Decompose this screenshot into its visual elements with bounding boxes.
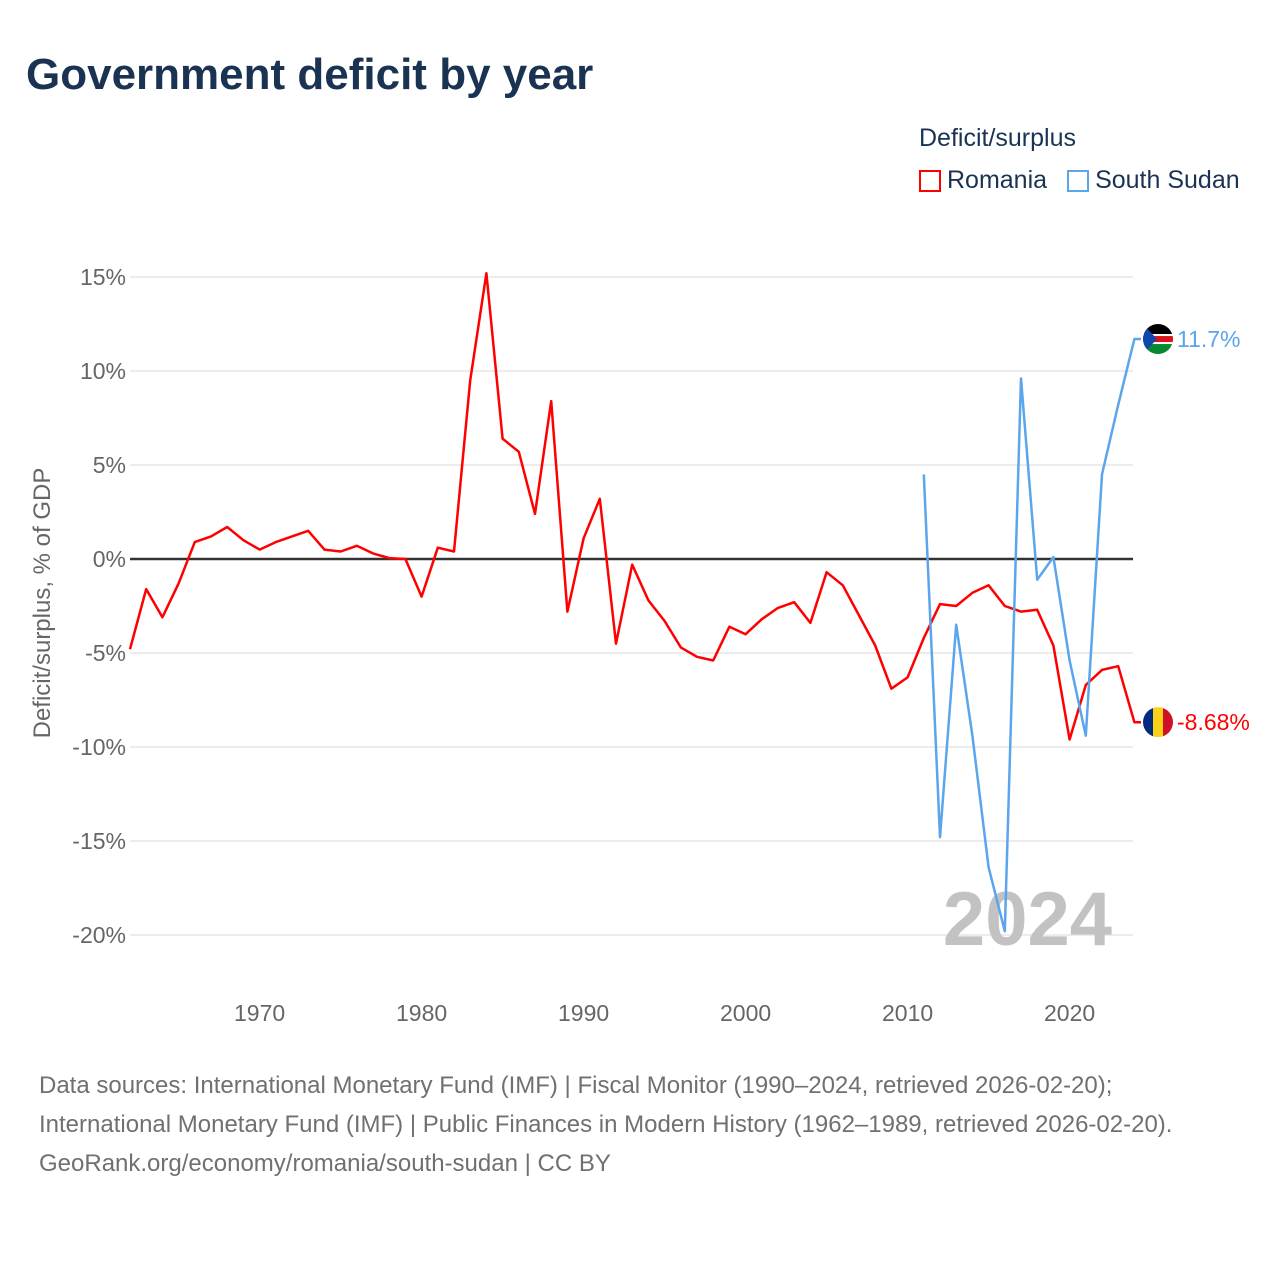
y-tick-label: 0% — [93, 546, 126, 572]
romania-flag-icon — [1143, 707, 1173, 738]
year-watermark: 2024 — [943, 877, 1112, 962]
series-line-romania — [128, 271, 1141, 741]
legend-item-romania[interactable]: Romania — [919, 166, 1047, 195]
y-tick-label: 10% — [80, 358, 126, 384]
credit-link[interactable]: GeoRank.org/economy/romania/south-sudan … — [39, 1150, 611, 1177]
x-tick-label: 2020 — [1044, 1000, 1095, 1026]
chart-title: Government deficit by year — [26, 50, 594, 99]
legend-item-south-sudan[interactable]: South Sudan — [1067, 166, 1240, 195]
y-tick-label: 5% — [93, 452, 126, 478]
legend-label: South Sudan — [1095, 166, 1240, 194]
y-tick-label: -5% — [85, 640, 126, 666]
x-tick-label: 1990 — [558, 1000, 609, 1026]
y-tick-label: -15% — [72, 828, 126, 854]
end-value-label: 11.7% — [1177, 326, 1241, 352]
x-tick-label: 2010 — [882, 1000, 933, 1026]
data-sources: Data sources: International Monetary Fun… — [39, 1072, 1173, 1138]
x-tick-label: 1970 — [234, 1000, 285, 1026]
y-axis-label: Deficit/surplus, % of GDP — [29, 468, 56, 739]
legend-label: Romania — [947, 166, 1048, 194]
y-tick-label: -20% — [72, 922, 126, 948]
x-tick-label: 2000 — [720, 1000, 771, 1026]
end-value-label: -8.68% — [1177, 709, 1250, 735]
legend: Romania South Sudan — [919, 166, 1240, 195]
legend-title: Deficit/surplus — [919, 124, 1076, 152]
series-line-south-sudan — [922, 337, 1141, 933]
legend-swatch-romania — [919, 169, 941, 192]
x-tick-label: 1980 — [396, 1000, 447, 1026]
y-tick-label: 15% — [80, 264, 126, 290]
y-tick-label: -10% — [72, 734, 126, 760]
legend-swatch-south-sudan — [1067, 169, 1090, 192]
south-sudan-flag-icon — [1143, 324, 1173, 355]
line-chart: 15% 10% 5% 0% -5% -10% -15% -20% 1970 1980 1990 200… — [29, 264, 1250, 1026]
footer: Data sources: International Monetary Fun… — [39, 1066, 1239, 1183]
